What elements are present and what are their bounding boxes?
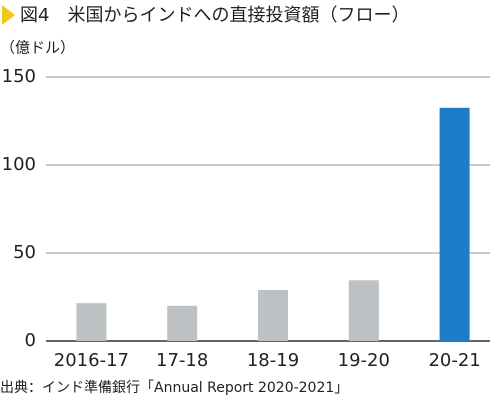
y-tick-label: 100	[2, 154, 36, 175]
x-tick-label: 17-18	[156, 350, 208, 371]
bar	[258, 289, 288, 341]
source: 出典：インド準備銀行「Annual Report 2020-2021」	[0, 380, 348, 396]
y-tick-label: 50	[13, 242, 36, 263]
bar	[348, 280, 379, 341]
y-tick-label: 150	[2, 66, 36, 87]
y-tick-label: 0	[25, 330, 36, 351]
title-marker	[2, 5, 15, 25]
x-tick-label: 18-19	[247, 350, 299, 371]
bar	[76, 303, 107, 341]
y-axis-label: （億ドル）	[0, 39, 75, 57]
bar	[167, 305, 198, 341]
bar	[439, 107, 470, 341]
x-tick-label: 19-20	[338, 350, 390, 371]
chart-title: 図4 米国からインドへの直接投資額（フロー）	[20, 5, 409, 26]
x-tick-label: 2016-17	[54, 350, 129, 371]
x-tick-label: 20-21	[428, 350, 480, 371]
